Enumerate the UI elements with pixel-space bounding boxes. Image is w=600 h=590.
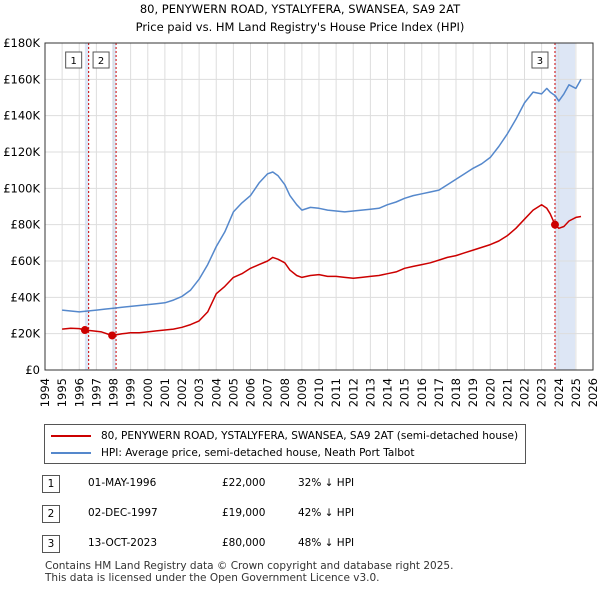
sale-hpi-diff: 32% ↓ HPI [298, 477, 355, 489]
x-tick-label: 2022 [518, 378, 532, 407]
x-tick-label: 2026 [586, 378, 600, 407]
x-tick-label: 2010 [312, 378, 326, 407]
legend-swatch-property [51, 435, 91, 437]
sale-label-text: 3 [537, 56, 543, 67]
x-tick-label: 2014 [381, 378, 395, 407]
x-tick-label: 2015 [398, 378, 412, 407]
sale-label-text: 2 [98, 56, 104, 67]
sale-number-badge: 1 [42, 475, 60, 493]
sale-price: £80,000 [222, 537, 266, 549]
y-tick-label: £60K [11, 254, 41, 268]
sale-label-box [531, 51, 549, 69]
sale-hpi-diff: 48% ↓ HPI [298, 537, 355, 549]
sale-row: 3 13-OCT-2023 £80,000 48% ↓ HPI [40, 532, 560, 562]
chart-subtitle: Price paid vs. HM Land Registry's House … [136, 20, 465, 34]
sale-number-badge: 2 [42, 505, 60, 523]
price-chart: 80, PENYWERN ROAD, YSTALYFERA, SWANSEA, … [3, 2, 600, 407]
sale-date: 02-DEC-1997 [88, 507, 158, 519]
legend-item-hpi: HPI: Average price, semi-detached house,… [51, 445, 414, 461]
sale-label-box [92, 51, 110, 69]
sale-label-text: 1 [70, 56, 76, 67]
x-tick-label: 2021 [500, 378, 514, 407]
x-tick-label: 1999 [124, 378, 138, 407]
x-tick-label: 2019 [466, 378, 480, 407]
x-tick-label: 2000 [141, 378, 155, 407]
footer-line-licence: This data is licensed under the Open Gov… [45, 572, 380, 584]
plot-border [44, 42, 594, 371]
sale-marker [108, 331, 117, 340]
x-tick-label: 2025 [569, 378, 583, 407]
y-tick-label: £40K [11, 290, 41, 304]
sale-label-box [65, 51, 83, 69]
sale-price: £22,000 [222, 477, 266, 489]
footer-attribution: Contains HM Land Registry data © Crown c… [45, 560, 453, 584]
y-tick-label: £160K [3, 72, 40, 86]
x-tick-label: 2011 [329, 378, 343, 407]
sale-period-shade [112, 43, 117, 370]
x-tick-label: 1996 [72, 378, 86, 407]
y-tick-label: £100K [3, 181, 40, 195]
sale-marker [550, 220, 559, 229]
sale-row: 1 01-MAY-1996 £22,000 32% ↓ HPI [40, 472, 560, 502]
property-price-line [62, 203, 582, 337]
x-tick-label: 2002 [175, 378, 189, 407]
x-tick-label: 2004 [209, 378, 223, 407]
x-tick-label: 2012 [346, 378, 360, 407]
x-tick-label: 2005 [226, 378, 240, 407]
x-tick-label: 2006 [244, 378, 258, 407]
legend-label-property: 80, PENYWERN ROAD, YSTALYFERA, SWANSEA, … [101, 430, 519, 442]
chart-title: 80, PENYWERN ROAD, YSTALYFERA, SWANSEA, … [140, 2, 461, 16]
y-tick-label: £20K [11, 327, 41, 341]
x-tick-label: 2018 [449, 378, 463, 407]
x-tick-label: 1995 [55, 378, 69, 407]
x-tick-label: 2008 [278, 378, 292, 407]
y-tick-label: £0 [25, 363, 40, 377]
x-tick-label: 2001 [158, 378, 172, 407]
x-tick-label: 2016 [415, 378, 429, 407]
hpi-line [62, 78, 582, 313]
x-tick-label: 1997 [89, 378, 103, 407]
x-tick-label: 1994 [38, 378, 52, 407]
x-tick-label: 2009 [295, 378, 309, 407]
x-tick-label: 2024 [552, 378, 566, 407]
sale-period-shade [554, 43, 576, 370]
y-tick-label: £80K [11, 218, 41, 232]
legend-swatch-hpi [51, 452, 91, 454]
sale-date: 01-MAY-1996 [88, 477, 157, 489]
x-tick-label: 2023 [535, 378, 549, 407]
y-tick-label: £140K [3, 109, 40, 123]
y-tick-label: £120K [3, 145, 40, 159]
sale-hpi-diff: 42% ↓ HPI [298, 507, 355, 519]
legend: 80, PENYWERN ROAD, YSTALYFERA, SWANSEA, … [44, 424, 526, 464]
x-tick-label: 1998 [107, 378, 121, 407]
sales-table: 1 01-MAY-1996 £22,000 32% ↓ HPI 2 02-DEC… [40, 472, 560, 562]
x-tick-label: 2003 [192, 378, 206, 407]
sale-price: £19,000 [222, 507, 266, 519]
legend-item-property: 80, PENYWERN ROAD, YSTALYFERA, SWANSEA, … [51, 428, 518, 444]
x-tick-label: 2013 [363, 378, 377, 407]
sale-row: 2 02-DEC-1997 £19,000 42% ↓ HPI [40, 502, 560, 532]
sale-number-badge: 3 [42, 535, 60, 553]
sale-marker [80, 326, 89, 335]
legend-label-hpi: HPI: Average price, semi-detached house,… [101, 447, 415, 459]
x-tick-label: 2017 [432, 378, 446, 407]
x-tick-label: 2007 [261, 378, 275, 407]
sale-date: 13-OCT-2023 [88, 537, 157, 549]
x-tick-label: 2020 [483, 378, 497, 407]
y-tick-label: £180K [3, 36, 40, 50]
footer-line-copyright: Contains HM Land Registry data © Crown c… [45, 560, 454, 572]
sale-period-shade [84, 43, 89, 370]
